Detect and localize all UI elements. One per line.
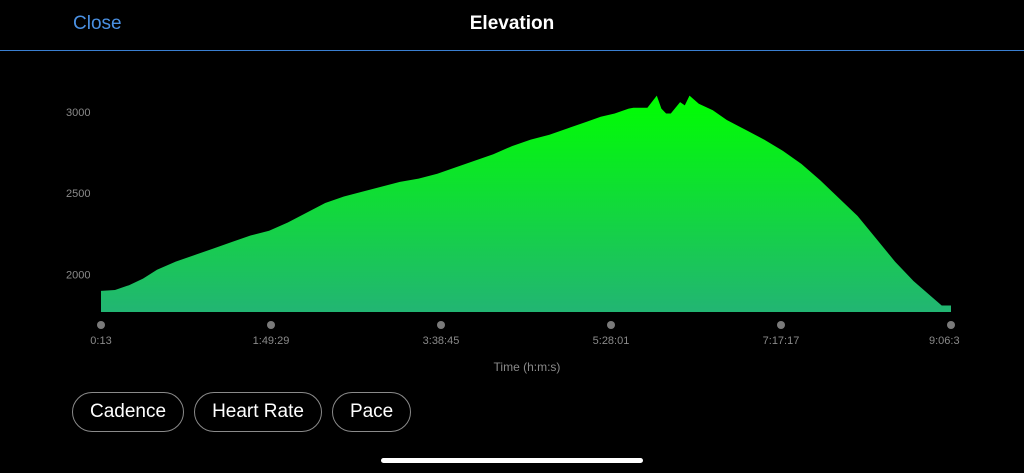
cadence-chip[interactable]: Cadence [72,392,185,432]
x-tick-label: 1:49:29 [253,335,290,347]
home-indicator[interactable] [381,458,643,463]
metric-chip-group: Cadence Heart Rate Pace [72,392,412,432]
y-tick-label: 2500 [66,188,90,200]
x-tick-label: 3:38:45 [423,335,460,347]
heart-rate-chip[interactable]: Heart Rate [194,392,322,432]
pace-chip[interactable]: Pace [331,392,412,432]
x-tick-dot[interactable] [947,321,955,329]
x-tick-label: 0:13 [90,335,111,347]
x-tick-dot[interactable] [267,321,275,329]
x-tick-dot[interactable] [97,321,105,329]
elevation-area [101,95,951,312]
x-axis-label: Time (h:m:s) [494,360,561,374]
x-tick-label: 9:06:3 [929,335,960,347]
x-tick-dot[interactable] [777,321,785,329]
x-tick-label: 7:17:17 [763,335,800,347]
close-button[interactable]: Close [73,13,122,34]
x-tick-dot[interactable] [437,321,445,329]
y-tick-label: 2000 [66,270,90,282]
elevation-chart[interactable]: 2000 2500 3000 0:13 1:49:29 3:38:45 5:28:01 7:1… [0,60,1024,380]
x-tick-dot[interactable] [607,321,615,329]
x-tick-label: 5:28:01 [593,335,630,347]
y-tick-label: 3000 [66,107,90,119]
page-title: Elevation [469,13,555,34]
navigation-bar: Close Elevation [0,0,1024,51]
